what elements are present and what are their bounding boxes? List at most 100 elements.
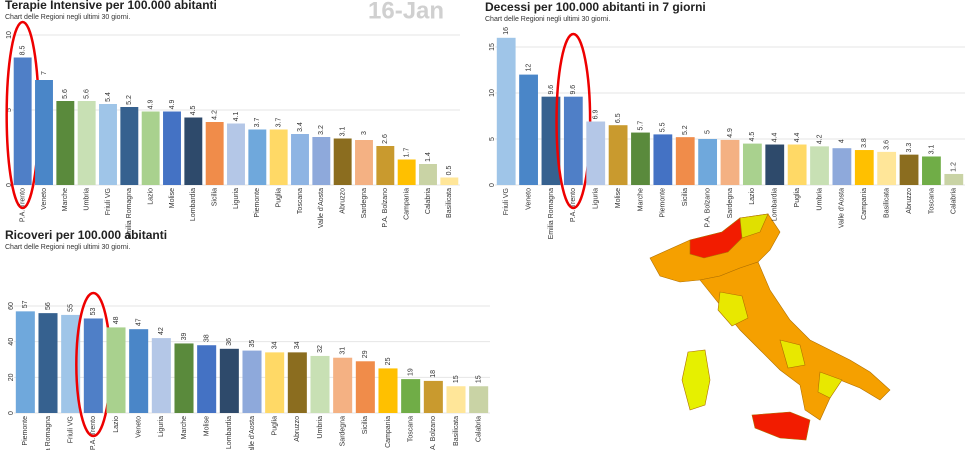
bar bbox=[248, 129, 267, 185]
x-tick-label: Valle d'Aosta bbox=[318, 188, 325, 228]
x-tick-label: Veneto bbox=[525, 188, 532, 210]
bar bbox=[163, 111, 181, 185]
bar bbox=[675, 137, 695, 185]
value-label: 55 bbox=[68, 304, 75, 312]
value-label: 9.6 bbox=[570, 85, 577, 95]
value-label: 15 bbox=[453, 375, 460, 383]
value-label: 6.9 bbox=[593, 110, 600, 120]
x-tick-label: Sardegna bbox=[727, 188, 734, 218]
bar bbox=[269, 129, 288, 185]
value-label: 4.9 bbox=[169, 100, 176, 110]
highlight bbox=[555, 32, 592, 210]
x-tick-label: Valle d'Aosta bbox=[249, 416, 256, 450]
value-label: 5.4 bbox=[105, 92, 112, 102]
value-label: 3.2 bbox=[318, 125, 325, 135]
x-tick-label: Puglia bbox=[276, 188, 283, 208]
bar bbox=[922, 156, 941, 185]
bar bbox=[376, 146, 395, 185]
bar bbox=[219, 348, 239, 413]
bar bbox=[608, 125, 628, 185]
y-tick-label: 10 bbox=[6, 31, 13, 39]
x-tick-label: P.A. Bolzano bbox=[704, 188, 711, 228]
x-tick-label: Abruzzo bbox=[340, 188, 347, 214]
x-tick-label: Puglia bbox=[794, 188, 801, 208]
bar bbox=[151, 338, 171, 413]
value-label: 38 bbox=[204, 334, 211, 342]
x-tick-label: Basilicata bbox=[453, 416, 460, 446]
value-label: 4.4 bbox=[794, 133, 801, 143]
x-tick-label: P.A. Bolzano bbox=[382, 188, 389, 228]
x-tick-label: Campania bbox=[385, 416, 392, 448]
value-label: 3.1 bbox=[340, 127, 347, 137]
x-tick-label: Calabria bbox=[476, 416, 483, 442]
x-tick-label: Emilia Romagna bbox=[548, 188, 555, 239]
value-label: 32 bbox=[317, 345, 324, 353]
x-tick-label: Friuli VG bbox=[105, 188, 112, 215]
bar bbox=[99, 104, 117, 185]
value-label: 18 bbox=[430, 370, 437, 378]
bar bbox=[355, 361, 375, 413]
x-tick-label: Abruzzo bbox=[906, 188, 913, 214]
value-label: 5.6 bbox=[62, 89, 69, 99]
bar bbox=[653, 134, 673, 185]
bar bbox=[291, 134, 309, 185]
value-label: 34 bbox=[294, 341, 301, 349]
value-label: 3.8 bbox=[861, 138, 868, 148]
bar bbox=[832, 148, 852, 185]
bar bbox=[631, 132, 650, 185]
y-tick-label: 15 bbox=[489, 43, 496, 51]
bar bbox=[944, 173, 964, 185]
x-tick-label: Piemonte bbox=[22, 416, 29, 446]
x-tick-label: Sicilia bbox=[682, 188, 689, 206]
value-label: 12 bbox=[525, 64, 532, 72]
bar bbox=[496, 37, 516, 185]
bar bbox=[765, 144, 785, 185]
bar bbox=[242, 350, 262, 413]
bar bbox=[519, 74, 538, 185]
value-label: 35 bbox=[249, 340, 256, 348]
bar bbox=[13, 57, 32, 185]
x-tick-label: Marche bbox=[637, 188, 644, 211]
value-label: 4.5 bbox=[749, 132, 756, 142]
bar bbox=[38, 313, 58, 413]
y-tick-label: 5 bbox=[489, 137, 496, 141]
x-tick-label: Sicilia bbox=[362, 416, 369, 434]
bar bbox=[197, 345, 217, 413]
bar bbox=[15, 311, 35, 413]
x-tick-label: P.A. Bolzano bbox=[430, 416, 437, 450]
bar bbox=[106, 327, 126, 413]
chart-subtitle: Chart delle Regioni negli ultimi 30 gior… bbox=[485, 16, 610, 23]
value-label: 8.5 bbox=[20, 46, 27, 56]
value-label: 3 bbox=[361, 131, 368, 135]
x-tick-label: Liguria bbox=[233, 188, 240, 209]
chart-title: Ricoveri per 100.000 abitanti bbox=[5, 228, 167, 242]
value-label: 15 bbox=[476, 375, 483, 383]
x-tick-label: Valle d'Aosta bbox=[839, 188, 846, 228]
x-tick-label: P.A. Trento bbox=[90, 416, 97, 450]
value-label: 47 bbox=[136, 318, 143, 326]
chart-title: Decessi per 100.000 abitanti in 7 giorni bbox=[485, 0, 706, 14]
x-tick-label: Basilicata bbox=[446, 188, 453, 218]
x-tick-label: Toscana bbox=[408, 416, 415, 442]
bar bbox=[877, 151, 897, 185]
x-tick-label: Emilia Romagna bbox=[45, 416, 52, 450]
value-label: 5.2 bbox=[126, 95, 133, 105]
value-label: 5.6 bbox=[84, 89, 91, 99]
bar bbox=[265, 352, 285, 413]
bar bbox=[446, 386, 466, 413]
x-tick-label: Piemonte bbox=[660, 188, 667, 218]
bar bbox=[333, 138, 352, 185]
y-tick-label: 0 bbox=[489, 183, 496, 187]
bar bbox=[287, 352, 307, 413]
bar bbox=[83, 318, 103, 413]
value-label: 1.4 bbox=[425, 152, 432, 162]
x-tick-label: Toscana bbox=[297, 188, 304, 214]
y-tick-label: 20 bbox=[8, 373, 15, 381]
value-label: 4.2 bbox=[816, 134, 823, 144]
bar bbox=[810, 146, 829, 185]
bar bbox=[129, 329, 149, 413]
value-label: 4.9 bbox=[727, 128, 734, 138]
bar bbox=[184, 117, 203, 185]
value-label: 4.4 bbox=[772, 133, 779, 143]
